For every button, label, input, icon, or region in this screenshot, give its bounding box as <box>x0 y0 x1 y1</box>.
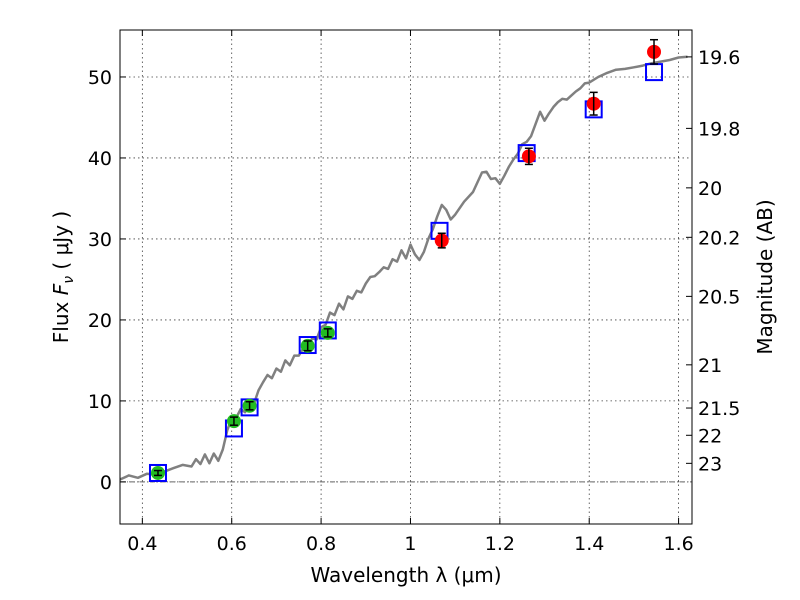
x-tick-label: 1 <box>404 533 416 555</box>
y-tick-label: 10 <box>88 391 112 413</box>
x-tick-label: 1.4 <box>574 533 604 555</box>
x-tick-label: 0.4 <box>127 533 157 555</box>
x-axis-label: Wavelength λ (μm) <box>310 563 501 587</box>
magnitude-axis-label: Magnitude (AB) <box>753 199 777 354</box>
spectrum-layer <box>119 55 688 481</box>
model-flux-square <box>645 63 664 82</box>
y-tick-label: 50 <box>88 67 112 89</box>
magnitude-tick-label: 22 <box>698 425 722 447</box>
tick-layer: 0.4 0.6 0.8 1 1.2 1.4 1.6 0 10 20 30 40 50 19.6 19.8 20… <box>88 30 740 555</box>
spectrum-line <box>119 55 688 481</box>
magnitude-tick-label: 19.6 <box>698 47 740 69</box>
grid-layer <box>120 30 692 524</box>
y-tick-label: 20 <box>88 310 112 332</box>
photometry-layer <box>148 38 664 482</box>
magnitude-tick-label: 20 <box>698 178 722 200</box>
magnitude-tick-label: 21.5 <box>698 398 740 420</box>
x-tick-label: 1.6 <box>663 533 693 555</box>
model-flux-square <box>148 463 167 482</box>
y-tick-label: 40 <box>88 148 112 170</box>
magnitude-tick-label: 23 <box>698 453 722 475</box>
magnitude-tick-label: 21 <box>698 355 722 377</box>
x-tick-label: 0.6 <box>217 533 247 555</box>
plot-frame <box>119 29 693 525</box>
magnitude-tick-label: 20.5 <box>698 286 740 308</box>
model-flux-square <box>298 336 317 355</box>
x-tick-label: 1.2 <box>485 533 515 555</box>
magnitude-tick-label: 20.2 <box>698 227 740 249</box>
magnitude-tick-label: 19.8 <box>698 118 740 140</box>
y-tick-label: 0 <box>100 472 112 494</box>
y-tick-label: 30 <box>88 229 112 251</box>
x-tick-label: 0.8 <box>306 533 336 555</box>
y-axis-label: Flux Fν ( μJy ) <box>49 211 77 343</box>
